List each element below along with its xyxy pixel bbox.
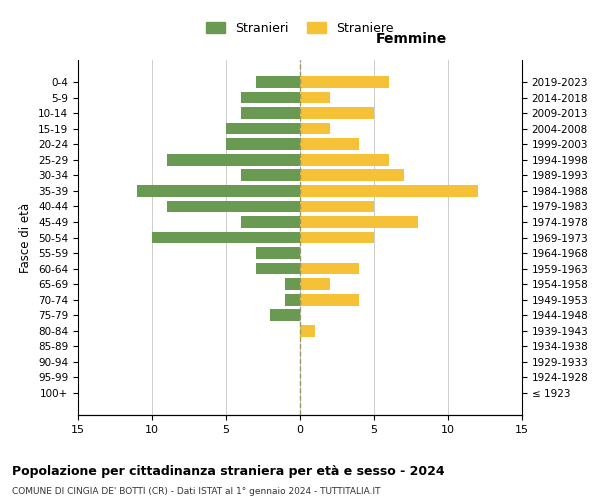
Bar: [300, 216, 418, 228]
Legend: Stranieri, Straniere: Stranieri, Straniere: [202, 16, 398, 40]
Bar: [271, 310, 300, 321]
Text: Popolazione per cittadinanza straniera per età e sesso - 2024: Popolazione per cittadinanza straniera p…: [12, 465, 445, 478]
Bar: [256, 247, 300, 259]
Bar: [300, 185, 478, 196]
Bar: [285, 294, 300, 306]
Bar: [241, 107, 300, 119]
Bar: [241, 216, 300, 228]
Bar: [256, 76, 300, 88]
Bar: [300, 325, 315, 336]
Bar: [241, 92, 300, 104]
Bar: [300, 76, 389, 88]
Bar: [152, 232, 300, 243]
Bar: [300, 154, 389, 166]
Bar: [226, 138, 300, 150]
Bar: [226, 123, 300, 134]
Bar: [300, 123, 329, 134]
Text: Femmine: Femmine: [376, 32, 446, 46]
Bar: [300, 170, 404, 181]
Bar: [300, 200, 374, 212]
Text: COMUNE DI CINGIA DE' BOTTI (CR) - Dati ISTAT al 1° gennaio 2024 - TUTTITALIA.IT: COMUNE DI CINGIA DE' BOTTI (CR) - Dati I…: [12, 488, 380, 496]
Bar: [300, 278, 329, 290]
Bar: [300, 138, 359, 150]
Bar: [300, 107, 374, 119]
Bar: [167, 200, 300, 212]
Bar: [241, 170, 300, 181]
Bar: [300, 92, 329, 104]
Bar: [285, 278, 300, 290]
Bar: [300, 232, 374, 243]
Y-axis label: Fasce di età: Fasce di età: [19, 202, 32, 272]
Bar: [137, 185, 300, 196]
Bar: [167, 154, 300, 166]
Bar: [300, 294, 359, 306]
Bar: [300, 263, 359, 274]
Bar: [256, 263, 300, 274]
